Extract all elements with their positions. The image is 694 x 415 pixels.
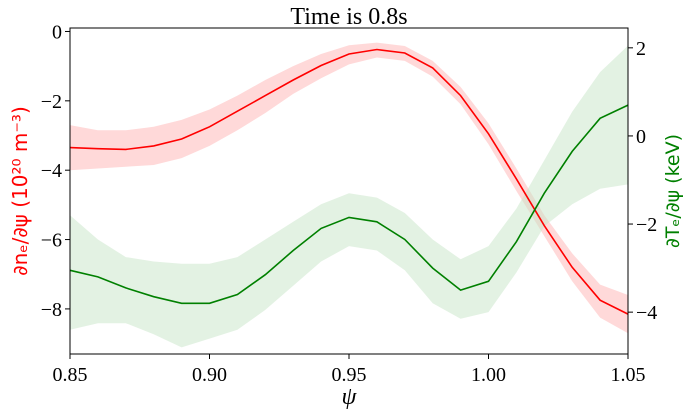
x-tick-label: 0.85 — [53, 364, 88, 386]
confidence-bands — [70, 42, 628, 348]
left-axis-label: ∂nₑ/∂ψ (10²⁰ m⁻³) — [8, 106, 32, 276]
x-tick-label: 1.00 — [471, 364, 506, 386]
right-tick-label: 2 — [636, 38, 646, 60]
series-0-band — [70, 42, 628, 334]
left-tick-label: 0 — [52, 21, 62, 43]
right-tick-label: 0 — [636, 126, 646, 148]
left-axis-ticks: 0 −2 −4 −6 −8 — [41, 21, 70, 321]
series-lines — [69, 48, 629, 315]
right-tick-label: −4 — [636, 302, 657, 324]
left-tick-label: −4 — [41, 160, 62, 182]
right-axis-label: ∂Tₑ/∂ψ (keV) — [662, 134, 684, 248]
x-tick-label: 0.90 — [192, 364, 227, 386]
left-tick-label: −6 — [41, 230, 62, 252]
series-1-line — [69, 104, 629, 305]
x-tick-label: 1.05 — [611, 364, 646, 386]
x-axis-label: ψ — [342, 384, 358, 410]
right-tick-label: −2 — [636, 214, 657, 236]
right-axis-ticks: 2 0 −2 −4 — [628, 38, 657, 324]
series-1-band — [70, 45, 628, 348]
left-tick-label: −2 — [41, 91, 62, 113]
x-tick-label: 0.95 — [332, 364, 367, 386]
chart-title: Time is 0.8s — [290, 4, 407, 30]
x-axis-ticks: 0.85 0.90 0.95 1.00 1.05 — [53, 354, 646, 386]
left-tick-label: −8 — [41, 299, 62, 321]
